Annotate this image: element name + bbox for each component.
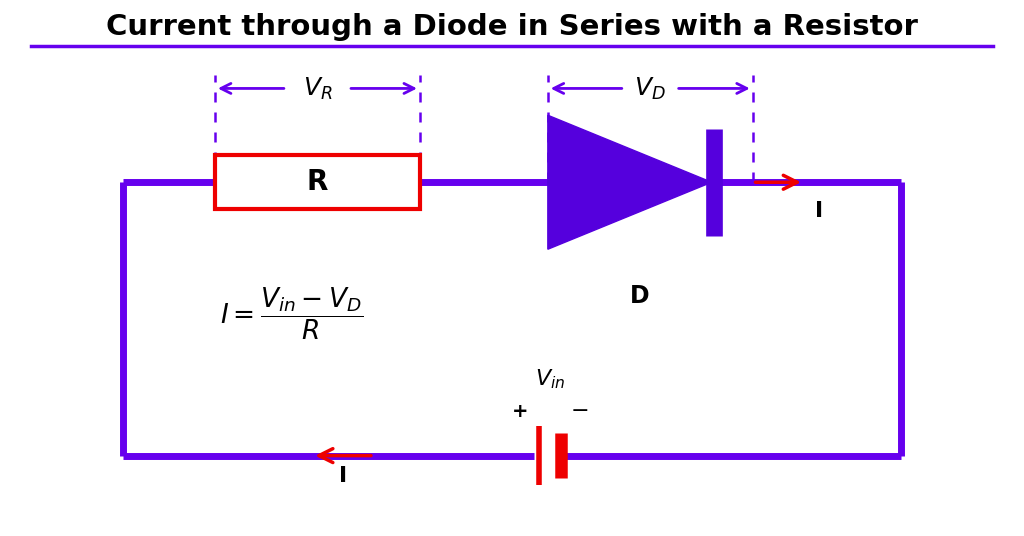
Text: −: − [570, 401, 589, 421]
Polygon shape [548, 115, 712, 249]
Text: $V_D$: $V_D$ [635, 76, 666, 101]
Text: $V_R$: $V_R$ [303, 76, 332, 101]
Text: I: I [815, 201, 823, 221]
Text: $I = \dfrac{V_{in} - V_D}{R}$: $I = \dfrac{V_{in} - V_D}{R}$ [220, 285, 364, 342]
Text: +: + [512, 402, 528, 421]
Text: Current through a Diode in Series with a Resistor: Current through a Diode in Series with a… [106, 13, 918, 41]
Text: D: D [630, 284, 650, 308]
Text: I: I [339, 466, 347, 486]
Text: R: R [307, 168, 328, 196]
Text: $V_{in}$: $V_{in}$ [535, 368, 565, 391]
Bar [215, 155, 420, 209]
